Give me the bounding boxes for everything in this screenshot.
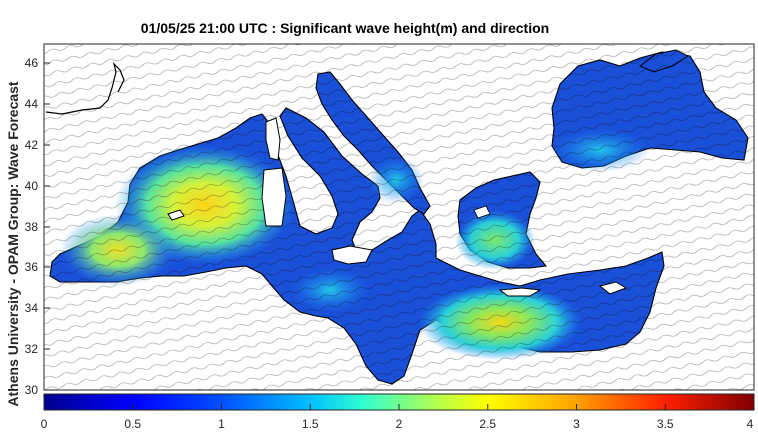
colorbar-tick-label: 0.5 (124, 417, 141, 431)
cyprus (598, 281, 628, 295)
colorbar-tick-label: 1 (218, 417, 225, 431)
sardinia (261, 167, 287, 227)
colorbar-tick-label: 4 (747, 417, 754, 431)
colorbar-tick-label: 2 (396, 417, 403, 431)
sea-field (44, 44, 754, 390)
latitude-axis: 46 44 42 40 38 36 34 32 30 (25, 56, 50, 397)
aegean-island (473, 205, 491, 219)
colorbar-tick-label: 3 (573, 417, 580, 431)
colorbar-tick-label: 2.5 (479, 417, 496, 431)
mallorca (167, 209, 185, 221)
atlantic-coast (45, 62, 125, 115)
lat-tick-label: 40 (25, 179, 39, 193)
colorbar-tick-label: 1.5 (302, 417, 319, 431)
lat-tick-label: 30 (25, 383, 39, 397)
lat-tick-label: 42 (25, 138, 39, 152)
lat-tick-label: 32 (25, 342, 39, 356)
plot-frame (43, 43, 755, 391)
lat-tick-label: 34 (25, 301, 39, 315)
lat-tick-label: 46 (25, 56, 39, 70)
colorbar-ticks (43, 404, 755, 410)
colorbar-tick-label: 0 (41, 417, 48, 431)
colorbar-tick-label: 3.5 (657, 417, 674, 431)
direction-streamlines (44, 44, 754, 390)
sicily (331, 245, 373, 265)
lat-tick-label: 44 (25, 97, 39, 111)
colorbar: 0 0.5 1 1.5 2 2.5 3 3.5 4 (41, 393, 755, 431)
map-title: 01/05/25 21:00 UTC : Significant wave he… (140, 20, 550, 36)
lat-tick-label: 36 (25, 260, 39, 274)
corsica (265, 117, 281, 161)
crete (498, 287, 542, 297)
lat-tick-label: 38 (25, 220, 39, 234)
